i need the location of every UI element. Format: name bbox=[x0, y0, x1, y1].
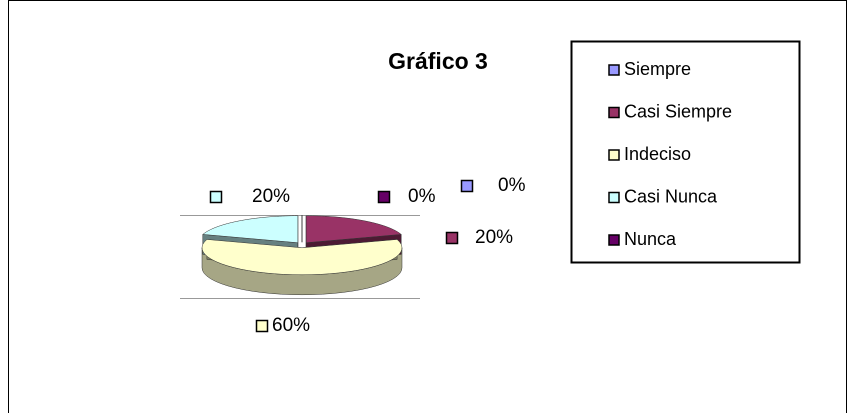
legend-label: Casi Nunca bbox=[624, 186, 718, 206]
slice bbox=[202, 215, 299, 244]
legend-label: Siempre bbox=[624, 59, 691, 79]
legend-label: Indeciso bbox=[624, 144, 691, 164]
label-key bbox=[460, 179, 474, 193]
slice bbox=[305, 215, 402, 244]
label-key bbox=[377, 190, 391, 204]
data-label: 20% bbox=[252, 186, 290, 207]
label-key bbox=[445, 231, 459, 245]
data-label: 20% bbox=[475, 227, 513, 248]
legend-key bbox=[608, 234, 620, 246]
legend-key bbox=[608, 106, 620, 119]
chart-title: Gráfico 3 bbox=[388, 48, 488, 74]
legend-label: Casi Siempre bbox=[624, 101, 732, 121]
slice bbox=[201, 239, 403, 276]
legend-key bbox=[608, 64, 620, 76]
data-label: 0% bbox=[498, 175, 526, 196]
legend-key bbox=[608, 191, 620, 204]
legend-label: Nunca bbox=[624, 229, 677, 249]
data-label: 0% bbox=[408, 186, 436, 207]
label-key bbox=[209, 190, 223, 204]
legend-key bbox=[608, 149, 620, 161]
label-key bbox=[255, 319, 269, 333]
data-label: 60% bbox=[272, 315, 310, 336]
